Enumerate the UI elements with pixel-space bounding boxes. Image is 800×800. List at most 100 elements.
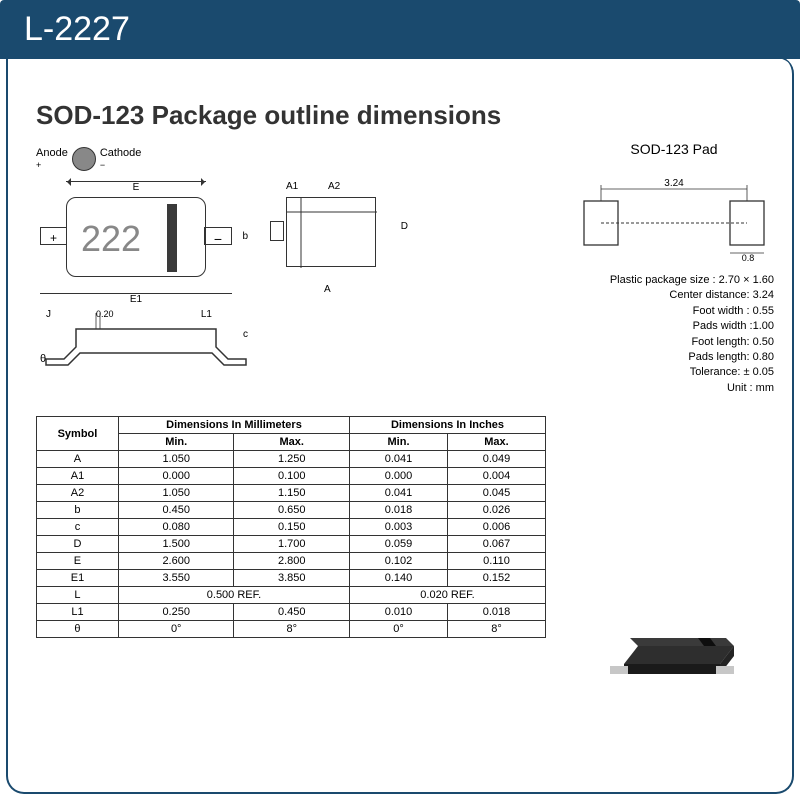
table-cell: 0.003 [350,519,448,536]
left-diagrams: Anode+ Cathode− E 222 + − E1 b J 0.20 [36,147,256,396]
table-row: A1.0501.2500.0410.049 [37,451,546,468]
package-body: 222 [66,197,206,277]
table-cell: E1 [37,570,119,587]
table-cell: 0.049 [447,451,545,468]
pad-dim-324: 3.24 [664,178,684,189]
part-number: L-2227 [24,10,130,48]
table-row: E13.5503.8500.1400.152 [37,570,546,587]
spec-line: Plastic package size : 2.70 × 1.60 [564,273,774,288]
profile-svg [36,309,256,379]
spec-line: Center distance: 3.24 [564,288,774,303]
table-cell: D [37,536,119,553]
table-row: D1.5001.7000.0590.067 [37,536,546,553]
top-view-diagram: E 222 + − E1 b [36,177,236,297]
side-lead [270,221,284,241]
anode-label: Anode+ [36,147,68,171]
table-cell: 0.450 [234,604,350,621]
table-cell: 1.500 [118,536,234,553]
page-title: SOD-123 Package outline dimensions [36,100,784,131]
table-cell: L1 [37,604,119,621]
polarity-dot-icon [72,147,96,171]
table-cell: 1.050 [118,485,234,502]
pad-svg: 3.24 0.8 [574,171,774,261]
table-row: E2.6002.8000.1020.110 [37,553,546,570]
table-cell: 8° [234,621,350,638]
dim-c: c [243,329,248,340]
minus-icon: − [214,231,222,247]
table-cell: 0.045 [447,485,545,502]
table-cell: 2.800 [234,553,350,570]
table-body: A1.0501.2500.0410.049A10.0000.1000.0000.… [37,451,546,638]
table-cell: 0.152 [447,570,545,587]
col-in: Dimensions In Inches [350,417,546,434]
table-cell: E [37,553,119,570]
table-cell: 0.006 [447,519,545,536]
table-row: L10.2500.4500.0100.018 [37,604,546,621]
dim-l1: L1 [201,309,212,320]
table-cell: 3.550 [118,570,234,587]
table-cell: 1.250 [234,451,350,468]
table-cell: 0.004 [447,468,545,485]
side-view-diagram: A1 A2 D A [266,177,396,297]
table-cell: L [37,587,119,604]
table-cell: A1 [37,468,119,485]
col-mm-min: Min. [118,434,234,451]
table-cell: 0.102 [350,553,448,570]
table-cell: 0.018 [350,502,448,519]
dim-a: A [324,284,331,295]
table-cell: 0.140 [350,570,448,587]
dim-020: 0.20 [96,309,114,319]
table-cell: 0.020 REF. [350,587,546,604]
table-header: Symbol Dimensions In Millimeters Dimensi… [37,417,546,451]
table-cell: 2.600 [118,553,234,570]
anode-cathode-legend: Anode+ Cathode− [36,147,256,171]
table-cell: 0° [350,621,448,638]
table-cell: 0.100 [234,468,350,485]
spec-line: Foot length: 0.50 [564,335,774,350]
table-cell: 0.080 [118,519,234,536]
table-cell: 1.050 [118,451,234,468]
table-row: b0.4500.6500.0180.026 [37,502,546,519]
table-cell: 0.450 [118,502,234,519]
table-cell: 0° [118,621,234,638]
table-cell: 0.150 [234,519,350,536]
dim-j: J [46,309,51,320]
table-cell: 0.026 [447,502,545,519]
table-row: A10.0000.1000.0000.004 [37,468,546,485]
table-cell: 0.041 [350,451,448,468]
table-cell: θ [37,621,119,638]
pad-specs: Plastic package size : 2.70 × 1.60 Cente… [564,273,784,396]
col-mm-max: Max. [234,434,350,451]
col-symbol: Symbol [37,417,119,451]
spec-line: Tolerance: ± 0.05 [564,365,774,380]
table-cell: 0.018 [447,604,545,621]
dim-b: b [242,231,248,242]
dimensions-table: Symbol Dimensions In Millimeters Dimensi… [36,416,546,638]
col-in-min: Min. [350,434,448,451]
table-cell: b [37,502,119,519]
table-row: c0.0800.1500.0030.006 [37,519,546,536]
table-cell: 0.500 REF. [118,587,349,604]
pad-dim-08: 0.8 [742,253,755,261]
dim-a1: A1 [286,181,298,192]
table-cell: 0.110 [447,553,545,570]
spec-line: Unit : mm [564,381,774,396]
table-cell: 0.000 [350,468,448,485]
spec-line: Pads width :1.00 [564,319,774,334]
content-area: SOD-123 Package outline dimensions Anode… [16,70,784,786]
pad-title: SOD-123 Pad [564,141,784,157]
table-row: L0.500 REF.0.020 REF. [37,587,546,604]
cathode-band [167,204,177,272]
table-cell: 1.150 [234,485,350,502]
table-cell: 8° [447,621,545,638]
table-cell: 1.700 [234,536,350,553]
col-in-max: Max. [447,434,545,451]
col-mm: Dimensions In Millimeters [118,417,349,434]
spec-line: Pads length: 0.80 [564,350,774,365]
table-cell: 0.010 [350,604,448,621]
profile-diagram: J 0.20 L1 c θ [36,309,256,379]
dim-a2: A2 [328,181,340,192]
table-cell: A [37,451,119,468]
diagram-row: Anode+ Cathode− E 222 + − E1 b J 0.20 [36,147,784,396]
header-bar: L-2227 [0,0,800,59]
